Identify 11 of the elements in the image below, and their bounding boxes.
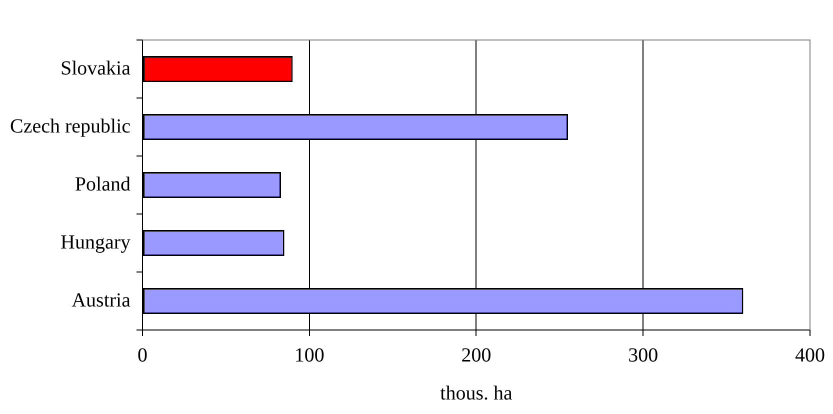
x-tick-label: 300 bbox=[628, 344, 658, 366]
y-tick-label: Hungary bbox=[60, 231, 130, 254]
y-tick-label: Austria bbox=[72, 289, 131, 312]
y-tick-label: Poland bbox=[74, 173, 130, 196]
x-axis-title: thous. ha bbox=[440, 382, 512, 404]
y-tick-label: Slovakia bbox=[60, 57, 131, 80]
x-tick-label: 200 bbox=[461, 344, 492, 366]
x-tick-label: 0 bbox=[138, 344, 148, 366]
x-tick-label: 100 bbox=[294, 344, 324, 366]
y-tick-label: Czech republic bbox=[10, 115, 131, 138]
x-tick-label: 400 bbox=[795, 344, 825, 366]
